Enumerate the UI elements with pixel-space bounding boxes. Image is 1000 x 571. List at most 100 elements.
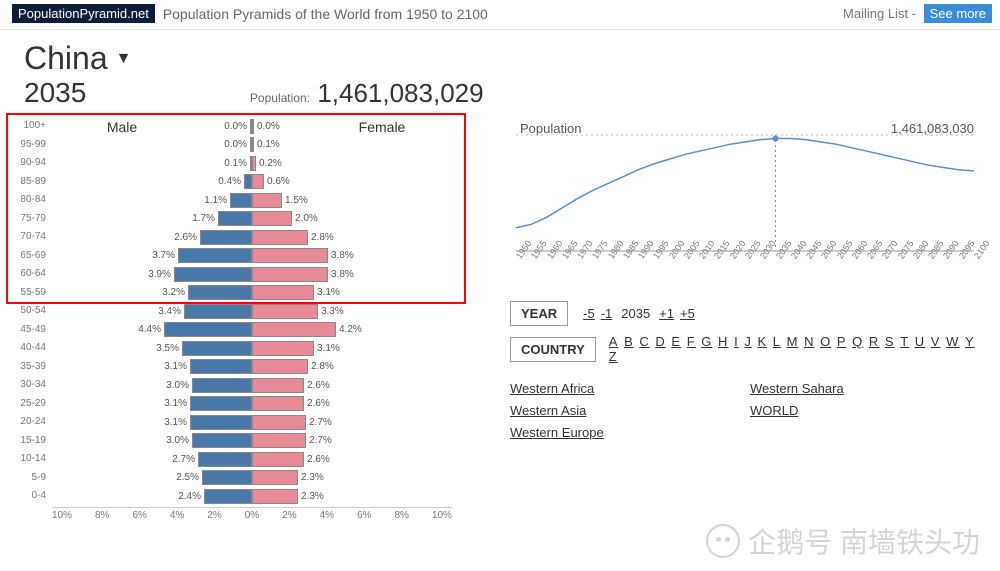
year-step-link[interactable]: -5 (583, 306, 595, 321)
country-name: China (24, 40, 108, 77)
year-control-button[interactable]: YEAR (510, 301, 568, 326)
male-bar (202, 470, 252, 485)
age-label: 50-54 (10, 302, 50, 321)
male-bar (174, 267, 252, 282)
alpha-link[interactable]: Q (852, 334, 863, 349)
female-pct: 2.0% (292, 213, 321, 224)
alpha-link[interactable]: P (837, 334, 847, 349)
region-link[interactable]: Western Asia (510, 400, 750, 422)
year-step-link[interactable]: +1 (659, 306, 674, 321)
region-link[interactable]: Western Sahara (750, 378, 990, 400)
age-label: 85-89 (10, 173, 50, 192)
male-pct: 3.0% (163, 435, 192, 446)
male-bar (190, 359, 252, 374)
country-selector[interactable]: China ▼ (24, 40, 131, 77)
see-more-button[interactable]: See more (924, 4, 992, 23)
female-bar (252, 211, 292, 226)
age-label: 60-64 (10, 265, 50, 284)
alpha-link[interactable]: U (915, 334, 925, 349)
alpha-link[interactable]: S (885, 334, 895, 349)
female-pct: 4.2% (336, 324, 365, 335)
male-pct: 2.6% (171, 232, 200, 243)
pyramid-row: 3.2%3.1% (52, 284, 452, 303)
alpha-link[interactable]: K (757, 334, 767, 349)
female-bar (252, 267, 328, 282)
alpha-link[interactable]: M (787, 334, 799, 349)
alpha-link[interactable]: O (820, 334, 831, 349)
alpha-link[interactable]: C (639, 334, 649, 349)
female-bar (252, 470, 298, 485)
alpha-link[interactable]: Y (965, 334, 975, 349)
male-bar (178, 248, 252, 263)
site-logo[interactable]: PopulationPyramid.net (12, 4, 155, 23)
age-label: 55-59 (10, 284, 50, 303)
region-link[interactable]: WORLD (750, 400, 990, 422)
female-bar (252, 285, 314, 300)
female-pct: 3.8% (328, 269, 357, 280)
male-pct: 0.1% (221, 158, 250, 169)
pyramid-row: 3.0%2.7% (52, 432, 452, 451)
male-pct: 3.7% (149, 250, 178, 261)
age-label: 20-24 (10, 413, 50, 432)
population-trend-chart: Population 1,461,083,030 195019551960196… (510, 117, 980, 287)
female-pct: 1.5% (282, 195, 311, 206)
male-pct: 3.1% (161, 361, 190, 372)
year-step-link[interactable]: -1 (601, 306, 613, 321)
alpha-link[interactable]: W (946, 334, 959, 349)
male-pct: 3.9% (145, 269, 174, 280)
alpha-link[interactable]: A (609, 334, 619, 349)
male-bar (184, 304, 252, 319)
male-bar (164, 322, 252, 337)
male-pct: 3.0% (163, 380, 192, 391)
age-label: 40-44 (10, 339, 50, 358)
female-pct: 2.6% (304, 380, 333, 391)
pyramid-row: 3.1%2.6% (52, 395, 452, 414)
country-control-button[interactable]: COUNTRY (510, 337, 596, 362)
pyramid-row: 2.6%2.8% (52, 228, 452, 247)
pyramid-row: 3.0% 2.6% (52, 376, 452, 395)
male-pct: 3.4% (155, 306, 184, 317)
male-bar (190, 415, 252, 430)
pyramid-row: 4.4%4.2% (52, 321, 452, 340)
alpha-link[interactable]: H (718, 334, 728, 349)
alpha-link[interactable]: L (773, 334, 781, 349)
male-pct: 1.7% (189, 213, 218, 224)
male-bar (182, 341, 252, 356)
female-pct: 2.3% (298, 472, 327, 483)
female-pct: 2.3% (298, 491, 327, 502)
pyramid-row: 0.1%0.2% (52, 154, 452, 173)
alpha-link[interactable]: I (734, 334, 739, 349)
pyramid-row: 3.1%2.8% (52, 358, 452, 377)
female-bar (252, 415, 306, 430)
year-step-link[interactable]: +5 (680, 306, 695, 321)
female-pct: 3.8% (328, 250, 357, 261)
male-bar (192, 378, 252, 393)
age-label: 0-4 (10, 487, 50, 506)
age-label: 25-29 (10, 395, 50, 414)
alpha-link[interactable]: V (931, 334, 941, 349)
alpha-link[interactable]: Z (609, 349, 618, 364)
alpha-link[interactable]: N (804, 334, 814, 349)
alpha-link[interactable]: J (744, 334, 752, 349)
age-label: 10-14 (10, 450, 50, 469)
male-bar (204, 489, 252, 504)
female-bar (252, 304, 318, 319)
female-bar (252, 452, 304, 467)
male-bar (200, 230, 252, 245)
alpha-link[interactable]: F (687, 334, 696, 349)
pyramid-row: 3.4%3.3% (52, 302, 452, 321)
female-pct: 3.1% (314, 343, 343, 354)
alpha-link[interactable]: R (869, 334, 879, 349)
alpha-link[interactable]: E (671, 334, 681, 349)
alpha-link[interactable]: T (900, 334, 909, 349)
region-link[interactable]: Western Europe (510, 422, 750, 444)
male-bar (244, 174, 252, 189)
female-bar (252, 322, 336, 337)
region-link[interactable]: Western Africa (510, 378, 750, 400)
pyramid-row: 3.1%2.7% (52, 413, 452, 432)
alpha-link[interactable]: G (701, 334, 712, 349)
alpha-link[interactable]: B (624, 334, 634, 349)
male-pct: 3.1% (161, 398, 190, 409)
alpha-link[interactable]: D (655, 334, 665, 349)
age-label: 80-84 (10, 191, 50, 210)
